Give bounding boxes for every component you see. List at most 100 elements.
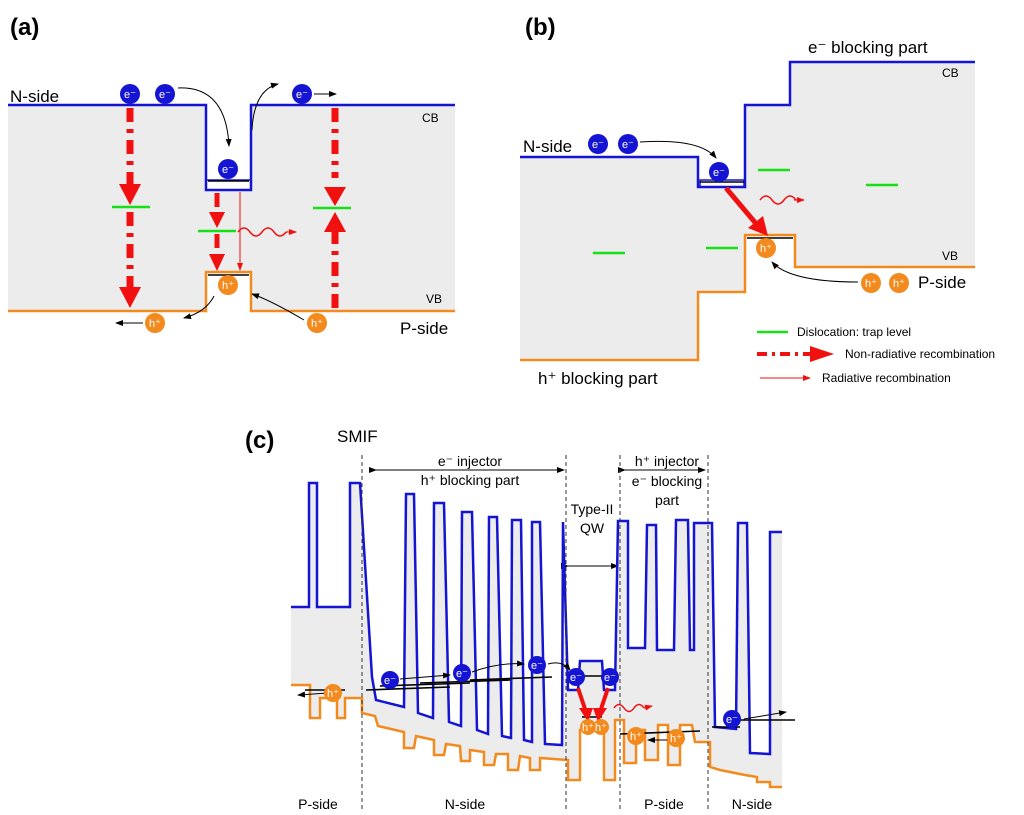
panel-c-electron-4: e⁻ xyxy=(567,668,585,686)
panel-a-nonrad-recombination-right xyxy=(324,108,346,309)
panel-c-electron-5: e⁻ xyxy=(601,668,619,686)
panel-c-electron-escape-arrow xyxy=(743,710,787,720)
panel-c-tunnel-arrow-1 xyxy=(399,672,451,680)
panel-a-nonrad-recombination-left xyxy=(119,108,141,308)
svg-text:h⁺: h⁺ xyxy=(311,318,323,330)
panel-c-hole-arrow-2 xyxy=(297,691,329,698)
svg-text:e⁻: e⁻ xyxy=(384,675,396,687)
panel-a-cb-label: CB xyxy=(422,111,439,125)
panel-a-electron-4: e⁻ xyxy=(292,84,312,104)
panel-c-level-1 xyxy=(365,686,451,691)
panel-a-hole-3: h⁺ xyxy=(307,313,327,333)
svg-text:h⁺: h⁺ xyxy=(149,318,161,330)
svg-text:h⁺: h⁺ xyxy=(893,278,905,290)
panel-c-e-injector: e⁻ injector xyxy=(438,453,503,469)
panel-c-recombination-arrow-right xyxy=(593,687,610,722)
panel-c-region-n-side-1: N-side xyxy=(445,796,486,812)
panel-c-conduction-band xyxy=(291,481,782,756)
panel-a-bandgap xyxy=(8,105,455,311)
panel-b-p-side: P-side xyxy=(918,273,966,292)
legend-trap-label: Dislocation: trap level xyxy=(797,325,911,339)
panel-a-p-side: P-side xyxy=(400,319,448,338)
svg-text:e⁻: e⁻ xyxy=(592,139,604,151)
panel-b-hole-capture-arrow xyxy=(771,261,859,283)
panel-c-electron-2: e⁻ xyxy=(453,664,471,682)
panel-a-well-level xyxy=(205,179,252,191)
panel-a-hole-escape-arrow xyxy=(183,295,215,320)
panel-b-conduction-band xyxy=(520,60,975,189)
panel-c-region-n-side-2: N-side xyxy=(732,796,773,812)
panel-c-level-3 xyxy=(419,679,511,684)
legend-nonrad-label: Non-radiative recombination xyxy=(845,347,995,361)
panel-c-tunnel-arrow-3 xyxy=(547,662,571,671)
panel-c-qw-2: QW xyxy=(580,520,605,536)
svg-text:e⁻: e⁻ xyxy=(622,139,634,151)
panel-c-hole-2: h⁺ xyxy=(580,719,596,735)
svg-text:h⁺: h⁺ xyxy=(582,722,594,734)
svg-text:e⁻: e⁻ xyxy=(570,672,582,684)
panel-a-valence-band xyxy=(8,270,455,313)
panel-c-bandgap xyxy=(291,483,782,787)
panel-c-electron-6: e⁻ xyxy=(723,710,741,728)
panel-b-hole-3: h⁺ xyxy=(889,273,909,293)
panel-b-hole-2: h⁺ xyxy=(861,273,881,293)
panel-c-e-blocking-2: part xyxy=(655,492,679,508)
svg-text:e⁻: e⁻ xyxy=(531,660,543,672)
panel-a: (a) N-side P-side CB VB xyxy=(8,14,455,338)
svg-text:e⁻: e⁻ xyxy=(222,164,234,176)
svg-text:e⁻: e⁻ xyxy=(124,89,136,101)
panel-a-nonrad-recombination-center xyxy=(209,193,225,271)
panel-b-cb-label: CB xyxy=(942,66,959,80)
panel-c-hole-5: h⁺ xyxy=(667,729,685,747)
svg-text:e⁻: e⁻ xyxy=(296,89,308,101)
panel-c-h-injector: h⁺ injector xyxy=(635,453,700,469)
panel-c-smif-label: SMIF xyxy=(337,427,378,446)
svg-text:h⁺: h⁺ xyxy=(760,243,772,255)
panel-c-photon-wave xyxy=(613,703,645,713)
panel-b-electron-2: e⁻ xyxy=(618,134,638,154)
svg-text:e⁻: e⁻ xyxy=(159,89,171,101)
panel-c-level-4 xyxy=(469,676,553,681)
panel-b-e-blocking: e⁻ blocking part xyxy=(808,38,928,57)
panel-a-hole-1: h⁺ xyxy=(218,275,238,295)
panel-b-legend: Dislocation: trap level Non-radiative re… xyxy=(757,325,995,385)
panel-c-hole-4: h⁺ xyxy=(627,727,645,745)
panel-b-valence-band xyxy=(520,233,975,362)
panel-b-electron-3: e⁻ xyxy=(709,162,729,182)
panel-b: (b) e⁻ blocking part h⁺ blocking part N-… xyxy=(520,14,995,388)
panel-c-region-p-side-1: P-side xyxy=(298,796,338,812)
panel-b-vb-label: VB xyxy=(942,249,958,263)
panel-c: (c) SMIF e⁻ injector h⁺ blocking part h⁺… xyxy=(245,427,795,812)
panel-c-h-blocking: h⁺ blocking part xyxy=(421,472,520,488)
svg-text:e⁻: e⁻ xyxy=(726,714,738,726)
panel-b-label: (b) xyxy=(525,14,556,41)
panel-a-hole-2: h⁺ xyxy=(145,313,165,333)
panel-a-vb-label: VB xyxy=(426,292,442,306)
panel-b-electron-1: e⁻ xyxy=(588,134,608,154)
svg-text:e⁻: e⁻ xyxy=(604,672,616,684)
svg-text:h⁺: h⁺ xyxy=(595,722,607,734)
panel-b-n-side: N-side xyxy=(523,137,572,156)
panel-c-tunnel-arrow-2 xyxy=(471,660,525,673)
legend-rad-label: Radiative recombination xyxy=(822,371,951,385)
svg-text:e⁻: e⁻ xyxy=(456,668,468,680)
panel-c-region-p-side-2: P-side xyxy=(644,796,684,812)
panel-c-qw-1: Type-II xyxy=(571,501,614,517)
panel-c-e-blocking-1: e⁻ blocking xyxy=(632,473,702,489)
panel-a-electron-1: e⁻ xyxy=(120,84,140,104)
svg-text:h⁺: h⁺ xyxy=(670,733,682,745)
panel-c-label: (c) xyxy=(245,427,274,454)
svg-text:h⁺: h⁺ xyxy=(222,280,234,292)
panel-b-h-blocking: h⁺ blocking part xyxy=(538,369,658,388)
svg-text:h⁺: h⁺ xyxy=(630,731,642,743)
panel-a-escape-arrow xyxy=(251,82,279,131)
panel-a-capture-arrow xyxy=(177,87,232,147)
panel-c-electron-1: e⁻ xyxy=(381,671,399,689)
panel-a-electron-2: e⁻ xyxy=(155,84,175,104)
panel-a-photon-wave xyxy=(237,227,287,237)
panel-c-electron-3: e⁻ xyxy=(528,656,546,674)
svg-text:h⁺: h⁺ xyxy=(327,688,339,700)
panel-a-n-side: N-side xyxy=(10,87,59,106)
panel-c-hole-3: h⁺ xyxy=(593,719,609,735)
